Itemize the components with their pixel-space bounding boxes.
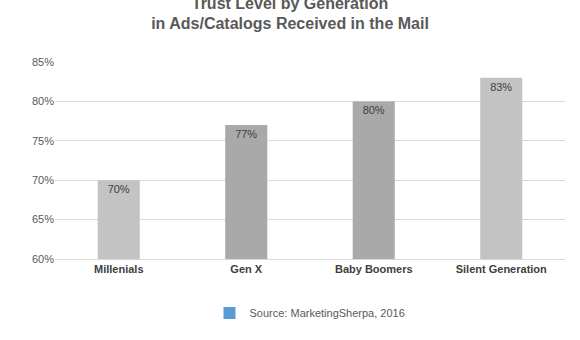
svg-text:75%: 75% (32, 135, 54, 147)
svg-text:85%: 85% (32, 56, 54, 68)
svg-text:65%: 65% (32, 213, 54, 225)
svg-text:Millenials: Millenials (94, 263, 144, 275)
svg-text:77%: 77% (235, 128, 257, 140)
svg-text:70%: 70% (32, 174, 54, 186)
svg-text:80%: 80% (32, 95, 54, 107)
svg-text:83%: 83% (490, 81, 512, 93)
svg-text:Source: MarketingSherpa, 2016: Source: MarketingSherpa, 2016 (250, 307, 405, 319)
svg-text:Silent Generation: Silent Generation (456, 263, 547, 275)
svg-text:70%: 70% (108, 183, 130, 195)
svg-text:60%: 60% (32, 253, 54, 265)
svg-text:Trust Level by Generationin Ad: Trust Level by Generationin Ads/Catalogs… (151, 0, 429, 32)
svg-text:Baby Boomers: Baby Boomers (335, 263, 413, 275)
svg-text:Gen X: Gen X (230, 263, 262, 275)
svg-text:80%: 80% (363, 104, 385, 116)
